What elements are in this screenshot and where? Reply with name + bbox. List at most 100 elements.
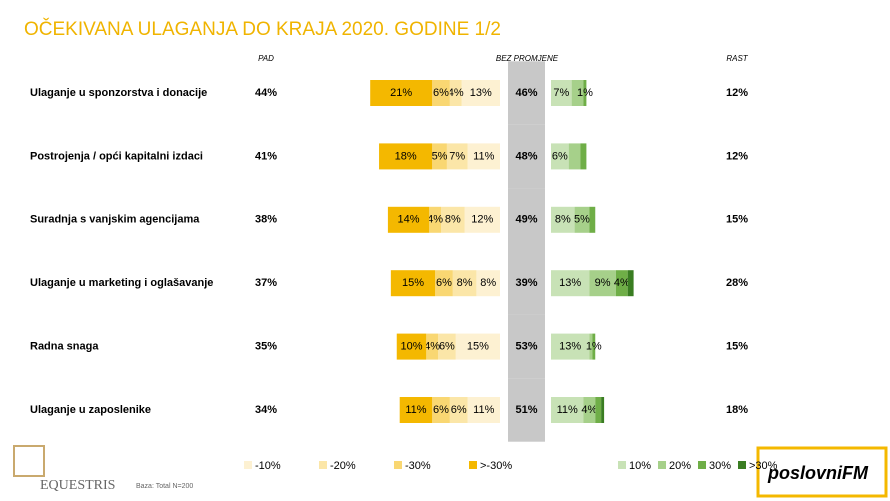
bar-segment [379,143,433,170]
legend-label: >30% [749,460,778,472]
segment-label: 6% [451,404,467,416]
bar-segment [580,143,587,170]
bar-segment [467,397,500,423]
segment-label: 11% [405,404,426,416]
header-rast: RAST [726,54,748,63]
neutral-label: 48% [515,150,537,162]
segment-label: 1% [586,341,602,353]
rast-total: 28% [726,277,748,289]
header-pad: PAD [258,54,274,63]
legend-swatch [319,461,327,469]
logo-text: poslovniFM [767,463,869,483]
bar-segment [429,206,441,233]
bar-segment [551,80,572,106]
rast-total: 18% [726,404,748,416]
segment-label: 13% [559,277,581,289]
bar-segment [432,80,450,106]
bar-segment [464,206,500,233]
legend-swatch [738,461,746,469]
segment-label: 5% [574,214,590,226]
segment-label: 21% [390,87,412,99]
neutral-label: 51% [515,404,537,416]
pad-total: 38% [255,214,277,226]
segment-label: 11% [473,150,494,162]
category-label: Radna snaga [30,341,99,353]
bar-segment [476,270,500,297]
logo-left: EQUESTRIS [13,445,115,493]
segment-label: 7% [449,150,465,162]
bar-segment [426,333,439,360]
legend-label: -20% [330,460,356,472]
logo-box [756,446,888,498]
neutral-band [508,188,545,252]
category-label: Ulaganje u marketing i oglašavanje [30,277,213,289]
bar-segment [390,270,436,297]
segment-label: 4% [424,341,440,353]
segment-label: 6% [433,404,449,416]
segment-label: 14% [398,214,420,226]
segment-label: 10% [400,341,422,353]
bar-segment [571,80,584,106]
neutral-label: 49% [515,214,537,226]
category-label: Suradnja s vanjskim agencijama [30,214,200,226]
legend-label: 10% [629,460,651,472]
neutral-band [508,314,545,379]
bar-segment [551,333,590,360]
segment-label: 18% [395,150,417,162]
neutral-label: 39% [515,277,537,289]
legend-swatch [394,461,402,469]
segment-label: 1% [577,87,593,99]
bar-segment [461,80,500,106]
neutral-label: 53% [515,341,537,353]
bar-segment [396,333,427,360]
neutral-band [508,251,545,315]
segment-label: 13% [470,87,492,99]
segment-label: 8% [480,277,496,289]
bar-segment [438,333,456,360]
bar-segment [601,397,605,423]
bar-segment [387,206,430,233]
segment-label: 11% [473,404,494,416]
segment-label: 15% [402,277,424,289]
neutral-band [508,378,545,442]
pad-total: 34% [255,404,277,416]
bar-segment [551,143,569,170]
category-label: Ulaganje u zaposlenike [30,404,151,416]
chart-title: OČEKIVANA ULAGANJA DO KRAJA 2020. GODINE… [24,18,501,40]
logo-right: poslovniFM [756,446,888,498]
legend-swatch [469,461,477,469]
bar-segment [615,270,628,297]
category-label: Ulaganje u sponzorstva i donacije [30,87,207,99]
pad-total: 44% [255,87,277,99]
bar-segment [449,80,462,106]
legend-label: -30% [405,460,431,472]
bar-segment [399,397,433,423]
bar-segment [449,397,468,423]
header-neutral: BEZ PROMJENE [496,54,559,63]
segment-label: 9% [595,277,611,289]
legend-label: 30% [709,460,731,472]
rast-total: 15% [726,341,748,353]
bar-segment [441,206,465,233]
bar-segment [435,270,453,297]
rast-total: 12% [726,150,748,162]
segment-label: 4% [581,404,597,416]
pad-total: 41% [255,150,277,162]
neutral-band [508,61,545,125]
legend-label: -10% [255,460,281,472]
footnote: Baza: Total N=200 [136,483,193,490]
segment-label: 13% [559,341,581,353]
bar-segment [551,270,590,297]
segment-label: 12% [471,214,493,226]
bar-segment [583,80,587,106]
segment-label: 8% [445,214,461,226]
segment-label: 11% [557,404,578,416]
segment-label: 6% [436,277,452,289]
segment-label: 8% [457,277,473,289]
legend-swatch [244,461,252,469]
segment-label: 5% [432,150,448,162]
legend-swatch [658,461,666,469]
segment-label: 6% [439,341,455,353]
rast-total: 15% [726,214,748,226]
